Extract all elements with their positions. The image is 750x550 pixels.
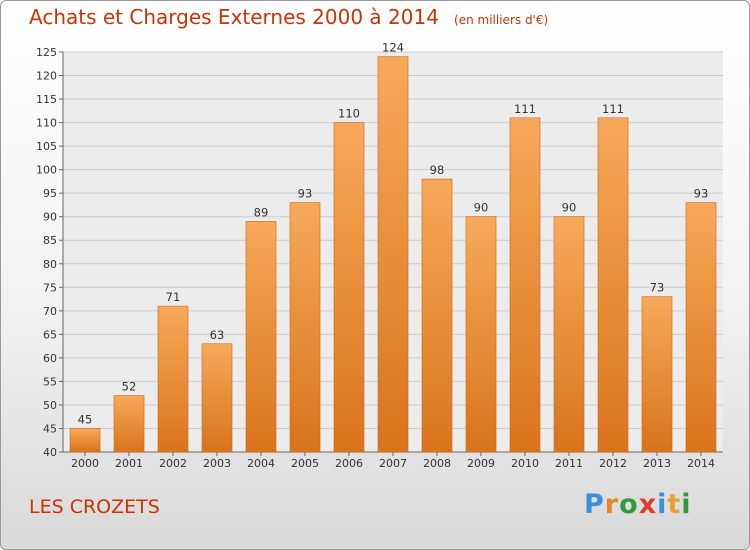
y-tick-label: 55 xyxy=(43,375,57,388)
value-label-2013: 73 xyxy=(650,281,665,295)
bar-2002 xyxy=(157,305,189,453)
y-tick-label: 80 xyxy=(43,258,57,271)
value-label-2007: 124 xyxy=(382,41,404,55)
bar-2012 xyxy=(597,117,629,453)
x-tick-label-2010: 2010 xyxy=(511,457,539,470)
bar-2007 xyxy=(377,56,409,453)
y-tick-label: 115 xyxy=(36,93,57,106)
x-tick-label-2011: 2011 xyxy=(555,457,583,470)
y-tick-label: 45 xyxy=(43,422,57,435)
value-label-2009: 90 xyxy=(474,201,489,215)
bar-2013 xyxy=(641,296,673,453)
x-tick-label-2000: 2000 xyxy=(71,457,99,470)
bar-2003 xyxy=(201,343,233,453)
value-label-2006: 110 xyxy=(338,107,360,121)
bar-2008 xyxy=(421,178,453,453)
y-tick-label: 70 xyxy=(43,305,57,318)
value-label-2014: 93 xyxy=(694,187,709,201)
bar-2009 xyxy=(465,216,497,453)
bar-2006 xyxy=(333,122,365,453)
bar-2010 xyxy=(509,117,541,453)
y-tick-label: 40 xyxy=(43,446,57,459)
y-tick-label: 65 xyxy=(43,328,57,341)
logo-letter: r xyxy=(604,489,620,520)
logo-letter: P xyxy=(584,489,605,520)
y-tick-label: 75 xyxy=(43,281,57,294)
logo-letter: x xyxy=(638,489,658,520)
value-label-2010: 111 xyxy=(514,102,536,116)
y-tick-label: 110 xyxy=(36,117,57,130)
x-tick-label-2003: 2003 xyxy=(203,457,231,470)
value-label-2005: 93 xyxy=(298,187,313,201)
bar-2011 xyxy=(553,216,585,453)
logo-letter: i xyxy=(681,489,692,520)
y-tick-label: 60 xyxy=(43,352,57,365)
proxiti-logo: Proxiti xyxy=(584,489,692,520)
logo-letter: o xyxy=(619,489,639,520)
x-tick-label-2007: 2007 xyxy=(379,457,407,470)
y-tick-label: 105 xyxy=(36,140,57,153)
x-tick-label-2004: 2004 xyxy=(247,457,275,470)
logo-letter: t xyxy=(667,489,682,520)
y-tick-label: 100 xyxy=(36,164,57,177)
y-tick-label: 85 xyxy=(43,234,57,247)
commune-name: LES CROZETS xyxy=(29,496,160,518)
unit-note: (en milliers d'€) xyxy=(454,13,549,27)
x-tick-label-2013: 2013 xyxy=(643,457,671,470)
bar-2001 xyxy=(113,395,145,453)
x-tick-label-2009: 2009 xyxy=(467,457,495,470)
x-tick-label-2006: 2006 xyxy=(335,457,363,470)
y-tick-label: 125 xyxy=(36,46,57,59)
value-label-2000: 45 xyxy=(78,412,93,426)
chart-title: Achats et Charges Externes 2000 à 2014 xyxy=(29,5,439,29)
chart-title-row: Achats et Charges Externes 2000 à 2014 (… xyxy=(29,5,548,29)
value-label-2002: 71 xyxy=(166,290,181,304)
logo-letter: i xyxy=(657,489,668,520)
bar-2014 xyxy=(685,202,717,453)
value-label-2012: 111 xyxy=(602,102,624,116)
y-tick-label: 90 xyxy=(43,211,57,224)
value-label-2003: 63 xyxy=(210,328,225,342)
y-tick-label: 50 xyxy=(43,399,57,412)
bar-2000 xyxy=(69,428,101,453)
x-tick-label-2012: 2012 xyxy=(599,457,627,470)
x-tick-label-2008: 2008 xyxy=(423,457,451,470)
value-label-2004: 89 xyxy=(254,205,269,219)
value-label-2001: 52 xyxy=(122,380,137,394)
x-tick-label-2014: 2014 xyxy=(687,457,715,470)
x-tick-label-2005: 2005 xyxy=(291,457,319,470)
value-label-2011: 90 xyxy=(562,201,577,215)
y-tick-label: 120 xyxy=(36,70,57,83)
x-tick-label-2002: 2002 xyxy=(159,457,187,470)
x-tick-label-2001: 2001 xyxy=(115,457,143,470)
y-tick-label: 95 xyxy=(43,187,57,200)
value-label-2008: 98 xyxy=(430,163,445,177)
bar-2004 xyxy=(245,221,277,453)
bar-2005 xyxy=(289,202,321,453)
